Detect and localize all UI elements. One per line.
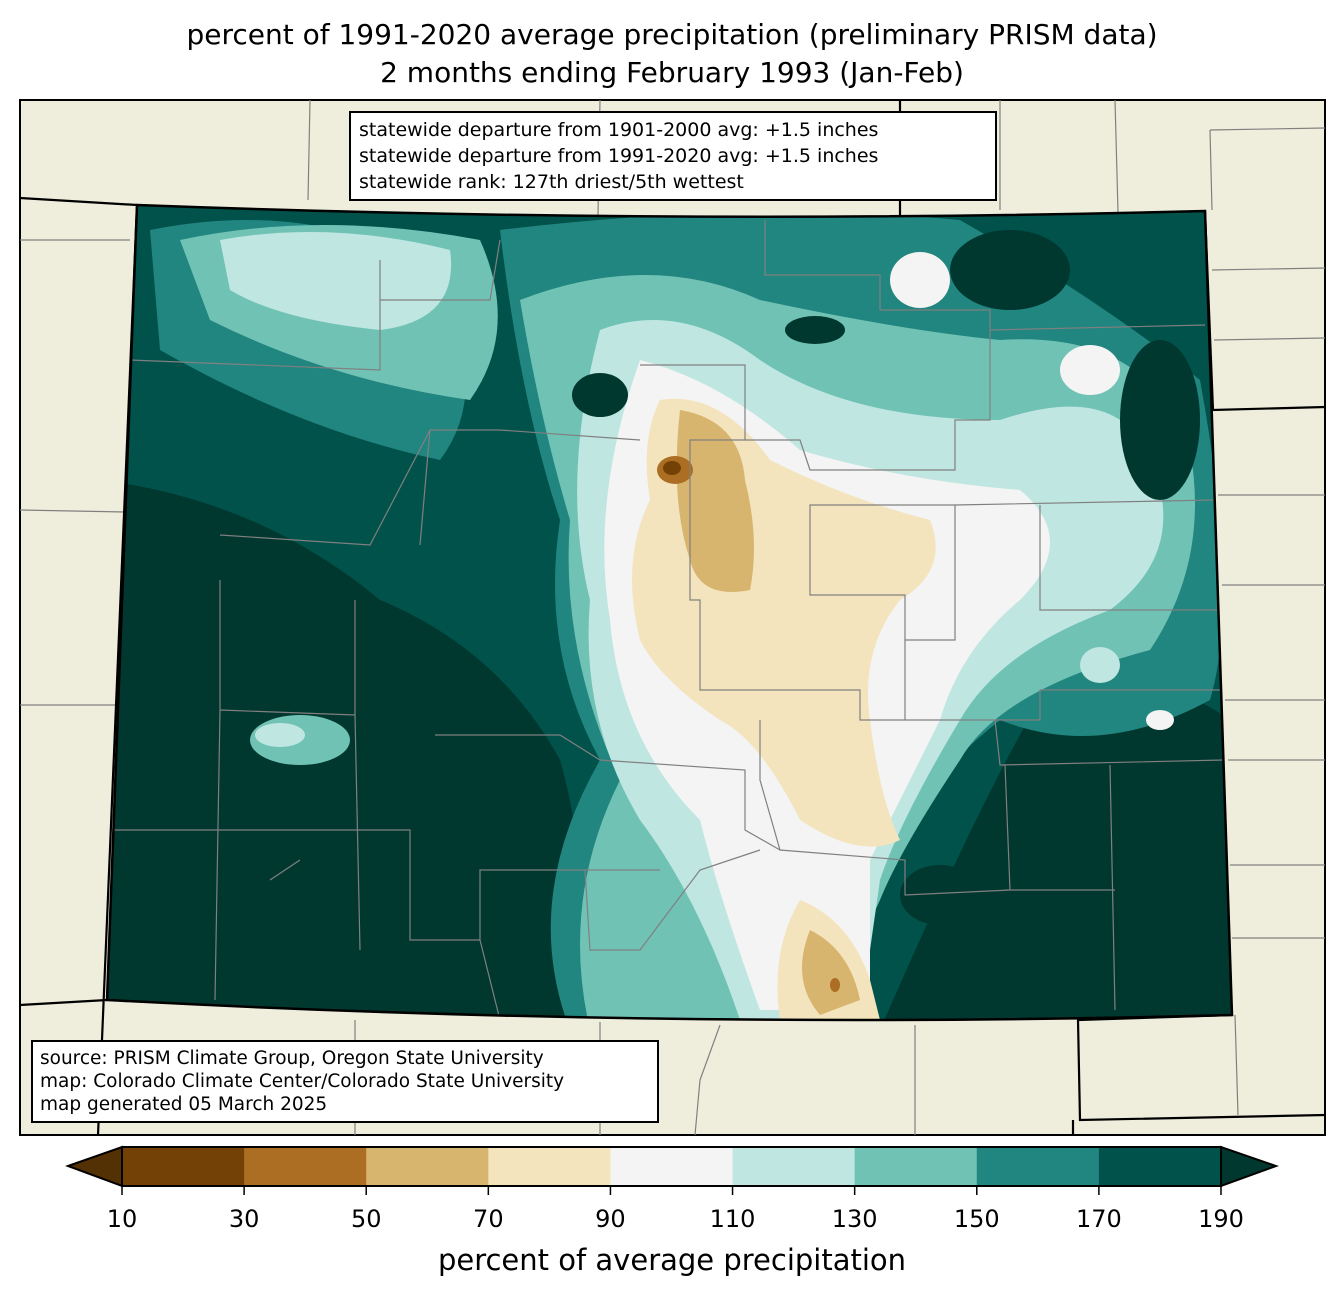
colorbar-under-arrow <box>65 1145 123 1188</box>
colorbar-bin-90-110 <box>610 1147 734 1186</box>
credits-box: source: PRISM Climate Group, Oregon Stat… <box>31 1040 659 1123</box>
map-subtitle: 2 months ending February 1993 (Jan-Feb) <box>380 56 964 89</box>
colorbar-bin-110-130 <box>732 1147 856 1186</box>
colorbar-tick-label: 70 <box>473 1205 504 1233</box>
colorbar-tick-label: 170 <box>1075 1205 1122 1233</box>
colorbar-label: percent of average precipitation <box>437 1243 907 1277</box>
colorbar <box>65 1145 1279 1195</box>
colorado-border <box>105 203 1234 1022</box>
colorbar-bin-50-70 <box>366 1147 489 1186</box>
departure-1991-2020: statewide departure from 1991-2020 avg: … <box>359 145 879 167</box>
state-borders <box>19 100 1326 1136</box>
colorbar-tick-label: 190 <box>1198 1205 1244 1233</box>
source-credit: source: PRISM Climate Group, Oregon Stat… <box>40 1048 544 1069</box>
colorbar-tick-label: 130 <box>831 1205 878 1233</box>
colorbar-bin-130-150 <box>854 1147 978 1186</box>
map-credit: map: Colorado Climate Center/Colorado St… <box>40 1071 565 1092</box>
statewide-stats-box: statewide departure from 1901-2000 avg: … <box>349 111 997 201</box>
precipitation-field <box>107 205 1232 1020</box>
county-lines <box>110 220 1226 1020</box>
colorbar-tick-label: 110 <box>709 1205 756 1233</box>
colorbar-tick-label: 30 <box>228 1205 260 1233</box>
generated-date: map generated 05 March 2025 <box>40 1094 328 1115</box>
colorbar-bin-170-190 <box>1098 1147 1222 1186</box>
departure-1901-2000: statewide departure from 1901-2000 avg: … <box>359 119 879 141</box>
colorbar-bin-10-30 <box>122 1147 245 1186</box>
colorbar-bin-150-170 <box>976 1147 1100 1186</box>
statewide-rank: statewide rank: 127th driest/5th wettest <box>359 171 744 193</box>
colorbar-tick-label: 10 <box>106 1205 138 1233</box>
colorbar-tick-label: 90 <box>595 1205 626 1233</box>
colorbar-tick-label: 150 <box>953 1205 1000 1233</box>
colorbar-over-arrow <box>1220 1145 1279 1188</box>
colorbar-bin-70-90 <box>488 1147 611 1186</box>
map-title: percent of 1991-2020 average precipitati… <box>186 18 1158 51</box>
colorbar-bin-30-50 <box>244 1147 367 1186</box>
colorbar-tick-label: 50 <box>350 1205 382 1233</box>
